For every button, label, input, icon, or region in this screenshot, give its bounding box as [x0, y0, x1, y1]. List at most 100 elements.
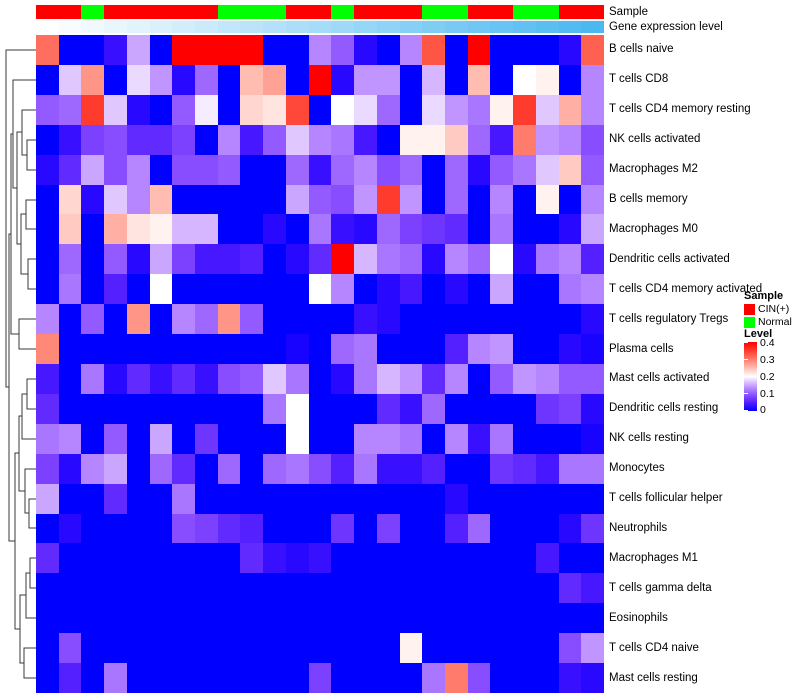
heatmap-cell [581, 184, 604, 215]
expression-annotation-segment [172, 21, 196, 33]
heatmap-cell [467, 663, 491, 693]
heatmap-cell [36, 603, 59, 634]
heatmap-cell [399, 124, 423, 155]
heatmap-cell [581, 513, 604, 544]
heatmap-cell [36, 154, 59, 185]
heatmap-cell [217, 94, 241, 125]
heatmap-cell [195, 543, 218, 574]
heatmap-cell [263, 453, 286, 484]
heatmap-cell [263, 304, 286, 335]
heatmap-cell [399, 393, 423, 424]
heatmap-cell [354, 124, 377, 155]
heatmap-cell [172, 64, 196, 95]
heatmap-cell [581, 94, 604, 125]
heatmap-cell [467, 423, 491, 454]
heatmap-cell [467, 154, 491, 185]
heatmap-cell [422, 633, 445, 664]
sample-annotation-segment [58, 5, 82, 19]
level-tick-02: 0.2 [760, 371, 775, 383]
heatmap-cell [376, 64, 400, 95]
heatmap-cell [217, 184, 241, 215]
heatmap-cell [240, 423, 264, 454]
sample-annotation-segment [263, 5, 286, 19]
heatmap-cell [444, 244, 468, 275]
expression-annotation-segment [195, 21, 218, 33]
heatmap-cell [81, 513, 105, 544]
heatmap-cell [467, 393, 491, 424]
heatmap-cell [81, 214, 105, 245]
heatmap-cell [354, 154, 377, 185]
heatmap-cell [558, 603, 582, 634]
heatmap-cell [240, 663, 264, 693]
heatmap-cell [467, 64, 491, 95]
heatmap-cell [81, 603, 105, 634]
expression-annotation-segment [535, 21, 559, 33]
expression-annotation-segment [58, 21, 82, 33]
heatmap-cell [36, 64, 59, 95]
expression-annotation-segment [444, 21, 468, 33]
heatmap-cell [581, 154, 604, 185]
heatmap-cell [126, 184, 150, 215]
heatmap-cell [422, 543, 445, 574]
heatmap-cell [149, 244, 173, 275]
heatmap-cell [217, 214, 241, 245]
heatmap-cell [558, 663, 582, 693]
heatmap-cell [331, 603, 355, 634]
heatmap-cell [126, 423, 150, 454]
heatmap-cell [195, 483, 218, 514]
heatmap-cell [444, 35, 468, 65]
row-label: Dendritic cells activated [609, 252, 730, 265]
heatmap-cell [308, 154, 332, 185]
heatmap-cell [217, 453, 241, 484]
heatmap-cell [558, 393, 582, 424]
heatmap-cell [376, 214, 400, 245]
sample-annotation-segment [81, 5, 105, 19]
heatmap-cell [331, 663, 355, 693]
heatmap-cell [308, 633, 332, 664]
heatmap-cell [36, 94, 59, 125]
heatmap-cell [558, 543, 582, 574]
heatmap-cell [376, 633, 400, 664]
heatmap-cell [126, 304, 150, 335]
heatmap-cell [581, 64, 604, 95]
heatmap-cell [195, 244, 218, 275]
heatmap-cell [240, 244, 264, 275]
heatmap-cell [535, 663, 559, 693]
heatmap-cell [81, 453, 105, 484]
heatmap-cell [263, 154, 286, 185]
heatmap-cell [535, 334, 559, 364]
heatmap-cell [422, 513, 445, 544]
heatmap-cell [217, 393, 241, 424]
heatmap-cell [217, 543, 241, 574]
expression-annotation-segment [217, 21, 241, 33]
heatmap-cell [422, 573, 445, 604]
heatmap-cell [217, 124, 241, 155]
heatmap-cell [263, 633, 286, 664]
heatmap-cell [422, 154, 445, 185]
heatmap-cell [490, 513, 514, 544]
heatmap-cell [376, 363, 400, 394]
heatmap-cell [535, 603, 559, 634]
sample-annotation-segment [285, 5, 309, 19]
heatmap-cell [195, 633, 218, 664]
heatmap-cell [149, 633, 173, 664]
sample-annotation-segment [195, 5, 218, 19]
heatmap-cell [490, 453, 514, 484]
heatmap-cell [444, 184, 468, 215]
heatmap-cell [308, 513, 332, 544]
heatmap-cell [422, 483, 445, 514]
row-label: T cells CD4 naive [609, 641, 699, 654]
heatmap-cell [195, 274, 218, 305]
expression-annotation-segment [104, 21, 127, 33]
heatmap-cell [240, 483, 264, 514]
heatmap-cell [444, 274, 468, 305]
heatmap-cell [104, 423, 127, 454]
heatmap-cell [36, 304, 59, 335]
normal-color-swatch [744, 316, 755, 328]
heatmap-cell [149, 423, 173, 454]
heatmap-cell [240, 214, 264, 245]
heatmap-cell [581, 393, 604, 424]
expression-annotation-segment [376, 21, 400, 33]
heatmap-cell [149, 184, 173, 215]
row-label: Neutrophils [609, 522, 668, 534]
